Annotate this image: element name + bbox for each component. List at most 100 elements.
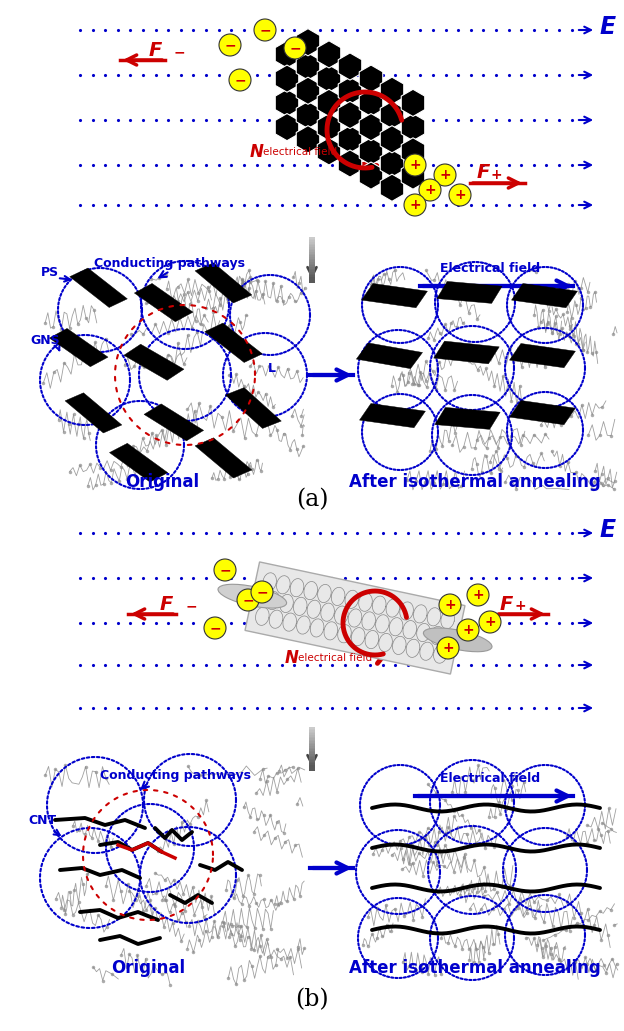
Polygon shape bbox=[296, 101, 319, 129]
Text: −: − bbox=[259, 23, 271, 37]
Polygon shape bbox=[401, 90, 425, 117]
Polygon shape bbox=[380, 101, 404, 129]
Polygon shape bbox=[437, 281, 502, 303]
Polygon shape bbox=[134, 284, 193, 322]
Text: GNS: GNS bbox=[30, 333, 60, 346]
Polygon shape bbox=[380, 174, 404, 201]
Polygon shape bbox=[296, 53, 319, 80]
Ellipse shape bbox=[218, 585, 286, 608]
Text: −: − bbox=[186, 599, 198, 613]
Text: electrical field: electrical field bbox=[263, 147, 337, 157]
Polygon shape bbox=[434, 341, 499, 364]
Circle shape bbox=[479, 611, 501, 633]
Text: Original: Original bbox=[111, 959, 185, 977]
Polygon shape bbox=[275, 65, 299, 92]
Polygon shape bbox=[245, 562, 465, 674]
Text: −: − bbox=[224, 38, 236, 52]
Polygon shape bbox=[359, 113, 383, 140]
Text: L: L bbox=[268, 362, 276, 374]
Polygon shape bbox=[49, 329, 108, 367]
Text: F: F bbox=[500, 595, 514, 613]
Text: CNT: CNT bbox=[28, 813, 56, 827]
Text: E: E bbox=[600, 518, 616, 542]
Polygon shape bbox=[124, 344, 184, 380]
Circle shape bbox=[467, 584, 489, 606]
Polygon shape bbox=[512, 284, 577, 307]
Text: +: + bbox=[409, 198, 421, 212]
Text: electrical field: electrical field bbox=[298, 653, 372, 663]
Polygon shape bbox=[205, 323, 262, 363]
Polygon shape bbox=[195, 438, 252, 478]
Polygon shape bbox=[65, 393, 122, 433]
Polygon shape bbox=[356, 343, 422, 369]
Text: Conducting pathways: Conducting pathways bbox=[99, 768, 250, 781]
Circle shape bbox=[254, 19, 276, 41]
Text: −: − bbox=[209, 621, 221, 635]
Polygon shape bbox=[338, 77, 362, 104]
Text: −: − bbox=[242, 593, 254, 607]
Text: Electrical field: Electrical field bbox=[440, 262, 540, 274]
Text: (b): (b) bbox=[295, 989, 329, 1011]
Circle shape bbox=[214, 559, 236, 581]
Circle shape bbox=[404, 154, 426, 176]
Circle shape bbox=[439, 594, 461, 616]
Text: +: + bbox=[424, 182, 436, 197]
Circle shape bbox=[434, 164, 456, 186]
Polygon shape bbox=[359, 162, 383, 190]
Polygon shape bbox=[359, 403, 426, 428]
Polygon shape bbox=[510, 343, 575, 368]
Text: N: N bbox=[250, 143, 264, 161]
Polygon shape bbox=[225, 388, 281, 429]
Circle shape bbox=[284, 37, 306, 59]
Polygon shape bbox=[359, 90, 383, 117]
Polygon shape bbox=[296, 126, 319, 153]
Ellipse shape bbox=[424, 628, 492, 652]
Text: PS: PS bbox=[41, 266, 59, 278]
Text: After isothermal annealing: After isothermal annealing bbox=[349, 959, 601, 977]
Circle shape bbox=[204, 617, 226, 639]
Polygon shape bbox=[338, 101, 362, 129]
Text: F: F bbox=[160, 595, 173, 613]
Text: Electrical field: Electrical field bbox=[440, 771, 540, 785]
Polygon shape bbox=[380, 77, 404, 104]
Text: +: + bbox=[454, 188, 466, 202]
Polygon shape bbox=[380, 149, 404, 177]
Polygon shape bbox=[195, 263, 252, 303]
Polygon shape bbox=[401, 138, 425, 165]
Text: +: + bbox=[491, 168, 502, 182]
Polygon shape bbox=[401, 113, 425, 140]
Polygon shape bbox=[70, 268, 127, 307]
Text: +: + bbox=[444, 598, 456, 612]
Text: F: F bbox=[477, 164, 490, 182]
Text: Original: Original bbox=[125, 473, 199, 491]
Circle shape bbox=[251, 581, 273, 603]
Circle shape bbox=[404, 194, 426, 217]
Text: +: + bbox=[442, 641, 454, 655]
Polygon shape bbox=[317, 90, 341, 117]
Circle shape bbox=[419, 179, 441, 201]
Text: +: + bbox=[514, 599, 525, 613]
Polygon shape bbox=[338, 126, 362, 153]
Polygon shape bbox=[317, 65, 341, 92]
Circle shape bbox=[219, 34, 241, 56]
Polygon shape bbox=[296, 29, 319, 56]
Circle shape bbox=[237, 589, 259, 611]
Text: After isothermal annealing: After isothermal annealing bbox=[349, 473, 601, 491]
Text: −: − bbox=[289, 41, 301, 55]
Polygon shape bbox=[338, 53, 362, 80]
Polygon shape bbox=[338, 149, 362, 177]
Polygon shape bbox=[380, 126, 404, 153]
Polygon shape bbox=[359, 138, 383, 165]
Polygon shape bbox=[317, 41, 341, 68]
Polygon shape bbox=[296, 77, 319, 104]
Circle shape bbox=[229, 69, 251, 91]
Text: +: + bbox=[472, 588, 484, 602]
Circle shape bbox=[457, 619, 479, 641]
Text: +: + bbox=[484, 616, 496, 629]
Polygon shape bbox=[317, 138, 341, 165]
Text: −: − bbox=[256, 585, 268, 599]
Circle shape bbox=[437, 637, 459, 659]
Text: −: − bbox=[174, 45, 185, 59]
Polygon shape bbox=[359, 65, 383, 92]
Text: −: − bbox=[234, 73, 246, 87]
